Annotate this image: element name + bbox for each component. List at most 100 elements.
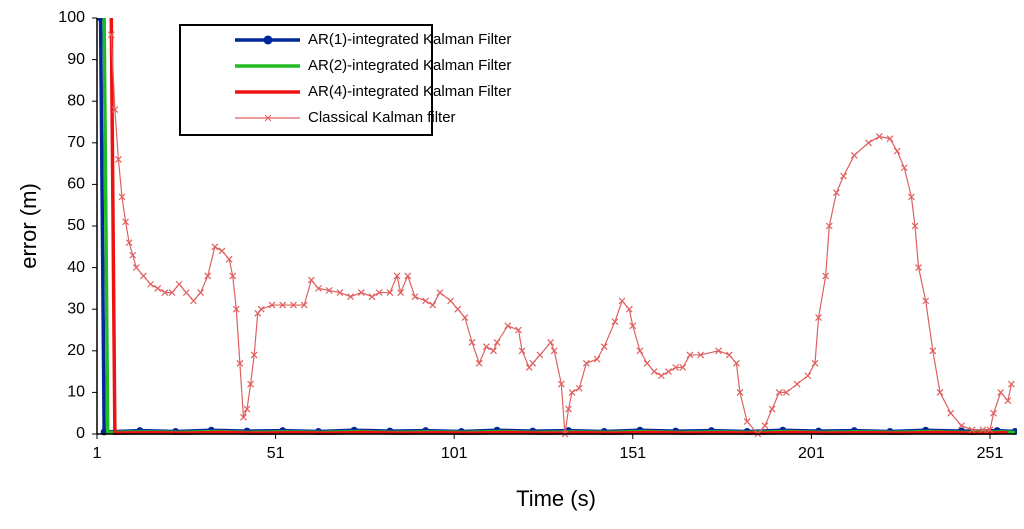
- point: [986, 426, 994, 434]
- point: [411, 293, 419, 301]
- point: [482, 343, 490, 351]
- legend-label: AR(1)-integrated Kalman Filter: [308, 31, 511, 48]
- point: [250, 351, 258, 359]
- legend-label: Classical Kalman filter: [308, 109, 456, 126]
- point: [643, 359, 651, 367]
- point: [454, 305, 462, 313]
- point: [557, 380, 565, 388]
- point: [782, 388, 790, 396]
- point: [190, 297, 197, 305]
- point: [240, 413, 247, 421]
- point: [911, 222, 919, 230]
- point: [804, 372, 812, 380]
- point: [518, 347, 526, 355]
- point: [125, 239, 133, 247]
- point: [279, 301, 287, 309]
- x-tick-label: 201: [798, 445, 825, 462]
- plot-area: [97, 18, 1017, 438]
- point: [768, 405, 776, 413]
- point: [536, 351, 544, 359]
- point: [468, 339, 476, 346]
- point: [736, 388, 744, 396]
- x-tick-label: 101: [441, 445, 468, 462]
- y-tick-label: 50: [67, 217, 85, 234]
- point: [422, 297, 430, 305]
- point: [865, 139, 872, 147]
- point: [968, 426, 976, 434]
- point: [504, 322, 512, 330]
- point: [132, 264, 140, 272]
- point: [107, 31, 115, 39]
- point: [600, 343, 608, 351]
- point: [618, 297, 626, 305]
- point: [429, 301, 437, 309]
- point: [461, 314, 469, 321]
- point: [672, 364, 680, 371]
- point: [565, 405, 572, 413]
- point: [154, 284, 162, 292]
- point: [111, 106, 119, 113]
- point: [650, 368, 658, 376]
- point: [990, 409, 997, 417]
- point: [593, 355, 601, 363]
- x-tick-label: 51: [267, 445, 285, 462]
- point: [336, 289, 344, 296]
- point: [900, 164, 908, 172]
- series-line: [109, 18, 1008, 435]
- legend-box: [179, 24, 433, 136]
- point: [743, 418, 751, 425]
- point: [315, 284, 322, 292]
- point: [1004, 397, 1012, 405]
- x-tick-label: 251: [977, 445, 1004, 462]
- point: [490, 347, 497, 355]
- point: [761, 422, 769, 430]
- point: [404, 272, 412, 280]
- point: [325, 287, 333, 294]
- point: [850, 151, 858, 159]
- y-tick-label: 60: [67, 176, 85, 193]
- point: [140, 272, 147, 280]
- y-tick-label: 30: [67, 300, 85, 317]
- legend-label: AR(4)-integrated Kalman Filter: [308, 83, 511, 100]
- point: [686, 351, 694, 359]
- point: [1008, 380, 1015, 388]
- y-tick-label: 90: [67, 51, 85, 68]
- point: [447, 297, 455, 305]
- point: [197, 289, 205, 296]
- point: [161, 289, 169, 296]
- point: [665, 368, 672, 376]
- point: [575, 384, 583, 392]
- point: [347, 293, 355, 301]
- point: [290, 301, 297, 309]
- point: [307, 276, 315, 284]
- point: [386, 289, 394, 296]
- point: [236, 359, 244, 367]
- y-tick-label: 20: [67, 342, 85, 359]
- point: [629, 322, 637, 330]
- point: [515, 326, 522, 334]
- point: [229, 272, 237, 280]
- point: [915, 264, 922, 272]
- y-tick-label: 80: [67, 92, 85, 109]
- point: [907, 193, 915, 201]
- point: [247, 380, 255, 388]
- point: [175, 280, 183, 288]
- point: [529, 359, 537, 367]
- point: [568, 388, 576, 396]
- point: [357, 289, 365, 296]
- point: [129, 251, 137, 259]
- point: [115, 156, 122, 163]
- point: [582, 359, 590, 367]
- point: [147, 280, 155, 288]
- point: [936, 388, 944, 396]
- point: [979, 426, 987, 434]
- point: [493, 339, 501, 346]
- point: [811, 359, 819, 367]
- legend-label: AR(2)-integrated Kalman Filter: [308, 57, 511, 74]
- point: [550, 347, 558, 355]
- point: [436, 289, 444, 296]
- point: [118, 193, 126, 201]
- point: [268, 301, 276, 309]
- point: [922, 297, 930, 305]
- point: [697, 351, 705, 359]
